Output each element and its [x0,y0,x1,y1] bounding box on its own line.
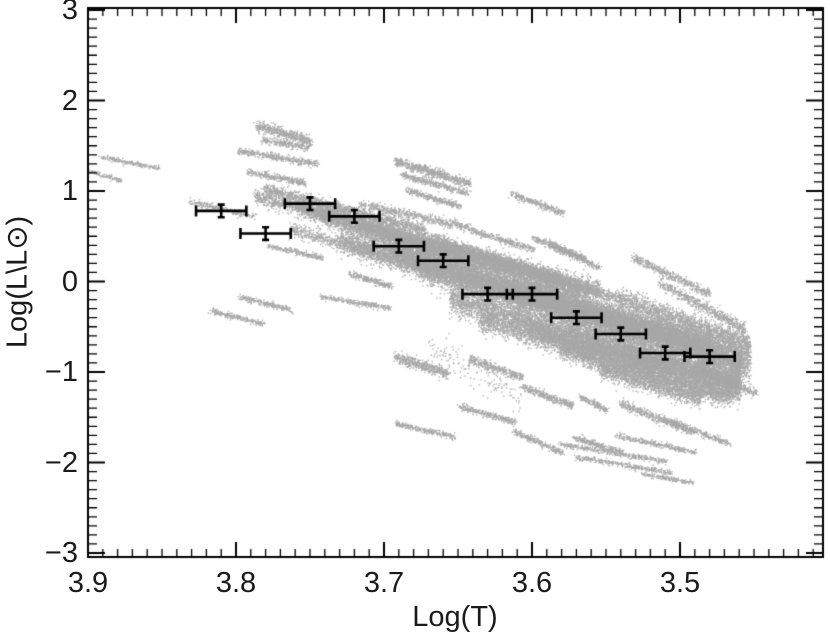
x-tick-label: 3.5 [659,567,701,599]
x-tick-label: 3.9 [67,567,109,599]
y-tick-label: 2 [61,84,78,117]
x-tick-label: 3.6 [511,567,553,599]
y-axis-title: Log(L\L⊙) [1,215,34,349]
y-tick-label: −1 [44,356,78,388]
y-tick-label: −3 [44,537,78,569]
y-tick-label: −2 [44,446,78,479]
x-tick-label: 3.7 [363,567,405,599]
y-tick-label: 0 [61,265,78,298]
y-tick-label: 3 [61,0,78,26]
y-tick-label: 1 [61,175,78,207]
x-axis-title: Log(T) [412,601,498,633]
x-tick-label: 3.8 [215,567,257,599]
